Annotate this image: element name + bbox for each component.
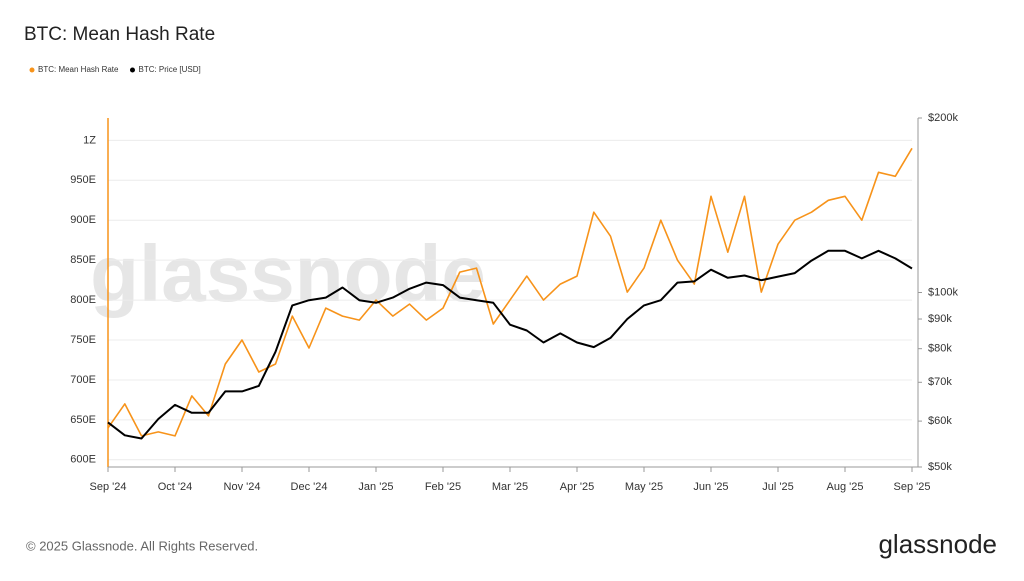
y-tick-label: 900E	[70, 214, 96, 226]
series-line	[107, 249, 913, 440]
x-tick-label: Aug '25	[827, 481, 864, 493]
legend-marker	[129, 67, 135, 73]
y-tick-label: 950E	[70, 174, 96, 186]
y2-tick-label: $100k	[928, 286, 958, 298]
y-tick-label: 1Z	[83, 134, 96, 146]
y-tick-label: 750E	[70, 334, 96, 346]
x-tick-label: Sep '25	[894, 481, 931, 493]
legend-label: BTC: Price [USD]	[138, 65, 200, 74]
x-tick-label: Mar '25	[492, 481, 528, 493]
footer: © 2025 Glassnode. All Rights Reserved.	[26, 538, 258, 553]
x-tick-label: Jan '25	[358, 481, 393, 493]
y2-tick-label: $60k	[928, 415, 952, 427]
y2-tick-label: $200k	[928, 112, 958, 124]
x-tick-label: Oct '24	[158, 481, 193, 493]
series-line	[107, 147, 913, 437]
watermark: glassnode	[90, 229, 486, 318]
legend-marker	[29, 67, 35, 73]
y2-tick-label: $90k	[928, 313, 952, 325]
x-tick-label: Sep '24	[90, 481, 127, 493]
y-tick-label: 600E	[70, 454, 96, 466]
y-tick-label: 850E	[70, 254, 96, 266]
y-tick-label: 650E	[70, 414, 96, 426]
x-tick-label: Jul '25	[762, 481, 793, 493]
y2-tick-label: $80k	[928, 343, 952, 355]
x-tick-label: Dec '24	[291, 481, 328, 493]
legend-label: BTC: Mean Hash Rate	[38, 65, 119, 74]
y2-tick-label: $50k	[928, 461, 952, 473]
x-tick-label: Apr '25	[560, 481, 595, 493]
brand-logo: glassnode	[878, 529, 997, 559]
x-tick-label: Nov '24	[224, 481, 261, 493]
y-tick-label: 800E	[70, 294, 96, 306]
x-tick-label: Jun '25	[693, 481, 728, 493]
y-tick-label: 700E	[70, 374, 96, 386]
x-tick-label: May '25	[625, 481, 663, 493]
chart-title: BTC: Mean Hash Rate	[24, 24, 215, 45]
x-tick-label: Feb '25	[425, 481, 461, 493]
y2-tick-label: $70k	[928, 376, 952, 388]
